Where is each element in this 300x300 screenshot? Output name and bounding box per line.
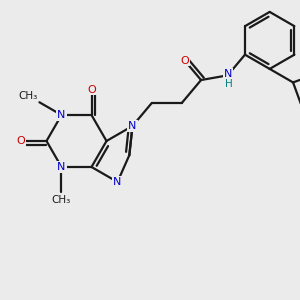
Text: O: O [180, 56, 189, 65]
Text: N: N [57, 110, 66, 120]
Text: O: O [16, 136, 26, 146]
Text: CH₃: CH₃ [19, 91, 38, 101]
Text: N: N [57, 162, 66, 172]
Text: CH₃: CH₃ [52, 195, 71, 205]
Text: N: N [128, 121, 137, 131]
Text: O: O [87, 85, 96, 94]
Text: N: N [113, 177, 122, 187]
Text: N: N [224, 69, 232, 79]
Text: H: H [225, 79, 233, 89]
